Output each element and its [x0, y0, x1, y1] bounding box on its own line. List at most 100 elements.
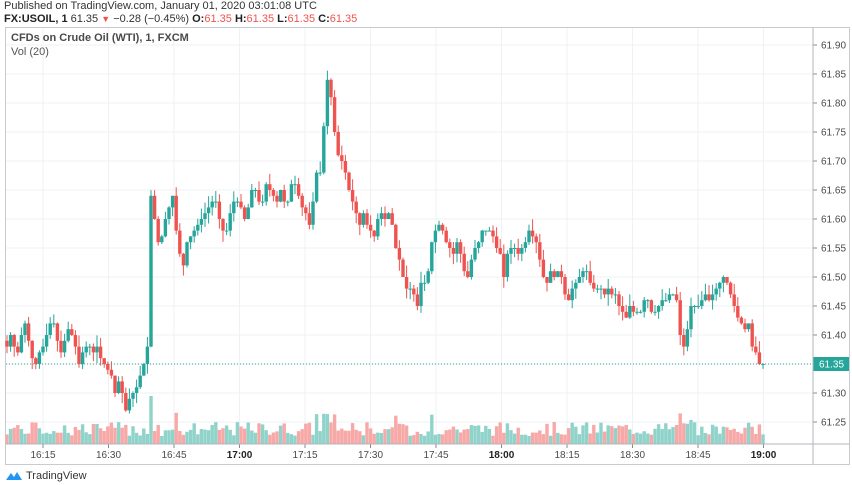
time-axis-label: 18:15 — [554, 450, 579, 461]
candle-body — [340, 155, 344, 161]
time-axis-label: 16:15 — [30, 450, 55, 461]
volume-bar — [455, 429, 459, 444]
volume-bar — [487, 429, 492, 444]
price-change: −0.28 (−0.45%) — [113, 13, 190, 25]
volume-bar — [48, 433, 52, 444]
candle-body — [185, 242, 189, 266]
candle-body — [113, 375, 117, 393]
candle-body — [491, 230, 495, 237]
volume-bar — [743, 427, 747, 444]
candle-body — [311, 201, 315, 225]
price-axis-label: 61.40 — [821, 331, 846, 342]
volume-bar — [361, 435, 366, 444]
volume-bar — [530, 432, 535, 444]
candle-body — [397, 248, 402, 260]
candle-body — [646, 300, 650, 302]
candle-body — [599, 288, 603, 290]
candle-body — [530, 230, 535, 237]
candle-body — [556, 271, 560, 277]
candle-body — [721, 277, 726, 283]
volume-bar — [145, 433, 150, 444]
volume-bar — [761, 434, 765, 444]
candle-body — [286, 201, 290, 203]
candle-body — [667, 294, 672, 301]
candle-body — [358, 213, 362, 225]
volume-bar — [448, 429, 452, 444]
candle-body — [617, 294, 621, 306]
high-value: 61.35 — [246, 13, 275, 25]
volume-bar — [548, 435, 553, 444]
candle-body — [451, 248, 456, 254]
candle-body — [390, 213, 394, 225]
volume-bar — [311, 434, 315, 444]
candle-body — [304, 207, 308, 214]
candle-body — [19, 335, 24, 353]
volume-bar — [224, 425, 229, 444]
candle-body — [336, 132, 340, 156]
candle-body — [649, 300, 654, 312]
time-axis-label: 18:30 — [620, 450, 645, 461]
candle-body — [196, 224, 200, 231]
volume-bar — [566, 428, 571, 444]
volume-bar — [340, 428, 344, 444]
candle-body — [48, 323, 52, 335]
candle-body — [466, 271, 470, 277]
chart-frame[interactable] — [5, 27, 850, 465]
candle-body — [498, 248, 502, 254]
candle-body — [37, 352, 42, 364]
volume-bar — [347, 430, 351, 444]
candle-body — [379, 213, 384, 219]
candle-body — [541, 259, 546, 277]
volume-bar — [570, 422, 574, 444]
candle-body — [300, 195, 304, 208]
candle-body — [66, 329, 70, 341]
candle-body — [527, 230, 531, 243]
volume-bar — [124, 424, 128, 444]
candle-body — [271, 190, 276, 196]
candle-body — [44, 335, 49, 347]
candle-body — [440, 224, 445, 231]
volume-bar — [404, 425, 409, 444]
volume-bar — [41, 433, 45, 444]
close-label: C: — [318, 13, 330, 25]
volume-bar — [329, 422, 333, 444]
candle-body — [41, 346, 45, 353]
volume-bar — [19, 429, 24, 444]
volume-bar — [156, 424, 160, 444]
candle-body — [671, 294, 675, 296]
volume-bar — [592, 424, 596, 444]
volume-bar — [556, 432, 560, 444]
candle-body — [329, 79, 333, 98]
volume-bar — [559, 434, 564, 444]
volume-bar — [538, 430, 542, 444]
volume-bar — [282, 423, 286, 444]
tradingview-cloud-icon — [6, 472, 22, 480]
time-axis-label: 19:00 — [751, 450, 777, 461]
volume-bar — [484, 425, 488, 444]
candle-body — [275, 195, 279, 202]
candle-body — [268, 184, 272, 190]
volume-bar — [257, 423, 261, 444]
candle-body — [332, 97, 337, 132]
candle-body — [476, 242, 481, 248]
candle-body — [98, 346, 103, 359]
volume-bar — [451, 426, 456, 444]
volume-bar — [246, 422, 250, 444]
candle-body — [188, 236, 193, 243]
candle-body — [653, 311, 657, 313]
tradingview-logo[interactable]: TradingView — [5, 470, 87, 482]
volume-bar — [286, 432, 290, 444]
candle-body — [559, 271, 564, 277]
candle-body — [674, 294, 679, 301]
candle-body — [134, 387, 139, 393]
candle-body — [246, 207, 250, 219]
price-axis-label: 61.45 — [821, 302, 846, 313]
candle-body — [282, 190, 286, 202]
volume-bar — [718, 433, 722, 444]
candle-body — [415, 294, 420, 306]
volume-bar — [462, 429, 466, 444]
volume-bar — [203, 429, 207, 444]
candle-body — [689, 306, 693, 330]
candle-body — [322, 126, 326, 173]
